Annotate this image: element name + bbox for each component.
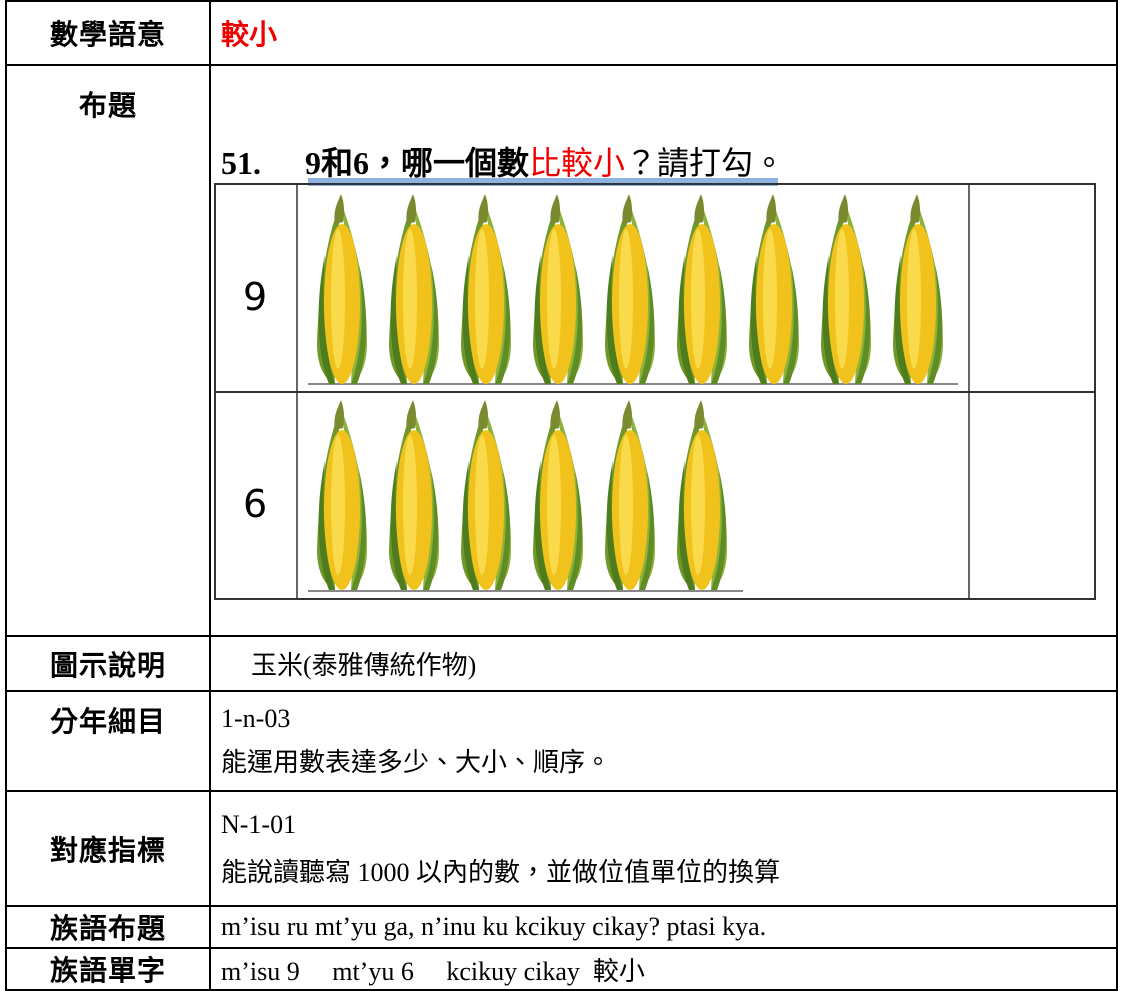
- info-table: 數學語意 較小 布題 51. 9和6，哪一個數比較小？請打勾。: [5, 0, 1118, 991]
- text-line: 能說讀聽寫 1000 以內的數，並做位值單位的換算: [221, 857, 781, 887]
- row-content: 1-n-03 能運用數表達多少、大小、順序。: [209, 690, 1118, 792]
- figure: 9 6: [214, 178, 1096, 600]
- question-cell: 51. 9和6，哪一個數比較小？請打勾。: [209, 64, 1118, 637]
- corn-row: [317, 194, 943, 384]
- question: 51. 9和6，哪一個數比較小？請打勾。: [211, 138, 1116, 184]
- row-content: 較小: [209, 0, 1118, 66]
- text-line: 能運用數表達多少、大小、順序。: [221, 748, 612, 777]
- row-label: 族語單字: [5, 947, 211, 991]
- row-content: m’isu 9 mt’yu 6 kcikuy cikay 較小: [209, 947, 1118, 991]
- row-content: m’isu ru mt’yu ga, n’inu ku kcikuy cikay…: [209, 905, 1118, 949]
- row: 分年細目 1-n-03 能運用數表達多少、大小、順序。: [5, 690, 1118, 792]
- row-content: N-1-01 能說讀聽寫 1000 以內的數，並做位值單位的換算: [209, 790, 1118, 907]
- question-number: 51.: [221, 145, 261, 181]
- row: 族語布題 m’isu ru mt’yu ga, n’inu ku kcikuy …: [5, 905, 1118, 949]
- corn-row: [317, 400, 727, 590]
- row: 布題 51. 9和6，哪一個數比較小？請打勾。: [5, 64, 1118, 637]
- row-label: 圖示說明: [5, 635, 211, 692]
- row-label: 族語布題: [5, 905, 211, 949]
- row: 對應指標 N-1-01 能說讀聽寫 1000 以內的數，並做位值單位的換算: [5, 790, 1118, 907]
- text-line: N-1-01: [221, 809, 297, 839]
- text-line: 1-n-03: [221, 704, 291, 733]
- figure-label: 6: [243, 482, 267, 526]
- figure-label: 9: [243, 275, 267, 319]
- question-highlight: 比較小: [529, 145, 626, 181]
- row: 圖示說明 玉米(泰雅傳統作物): [5, 635, 1118, 692]
- row-label: 分年細目: [5, 690, 211, 792]
- question-text: 9和6，哪一個數: [305, 145, 530, 181]
- row-content: 玉米(泰雅傳統作物): [209, 635, 1118, 692]
- row: 數學語意 較小: [5, 0, 1118, 66]
- row: 族語單字 m’isu 9 mt’yu 6 kcikuy cikay 較小: [5, 947, 1118, 991]
- row-label: 布題: [5, 64, 211, 637]
- question-text: ？請打勾。: [625, 145, 786, 181]
- row-label: 對應指標: [5, 790, 211, 907]
- row-label: 數學語意: [5, 0, 211, 66]
